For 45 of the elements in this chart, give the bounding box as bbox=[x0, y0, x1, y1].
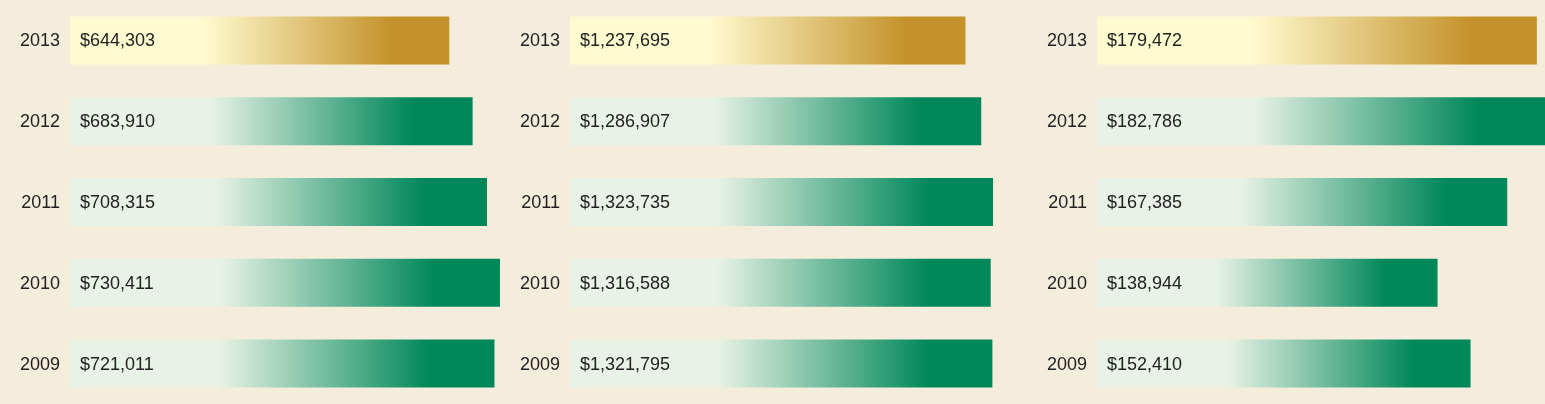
bar bbox=[1097, 258, 1438, 307]
data-label: $1,321,795 bbox=[580, 353, 671, 374]
bar bbox=[70, 339, 495, 388]
bar bbox=[570, 16, 966, 65]
y-tick-label: 2010 bbox=[1046, 272, 1087, 293]
y-tick-label: 2011 bbox=[1048, 192, 1087, 212]
data-label: $182,786 bbox=[1107, 111, 1183, 132]
bar bbox=[570, 97, 982, 146]
y-tick-label: 2009 bbox=[1046, 353, 1087, 374]
bar bbox=[1097, 339, 1471, 388]
data-label: $179,472 bbox=[1107, 30, 1183, 51]
data-label: $1,237,695 bbox=[580, 30, 671, 51]
data-label: $721,011 bbox=[80, 353, 154, 374]
y-tick-label: 2009 bbox=[19, 353, 60, 374]
bar bbox=[1097, 97, 1545, 146]
bar bbox=[570, 178, 993, 226]
data-label: $1,286,907 bbox=[580, 111, 671, 132]
data-label: $708,315 bbox=[80, 192, 156, 212]
y-tick-label: 2010 bbox=[519, 272, 560, 293]
data-label: $167,385 bbox=[1107, 192, 1183, 212]
data-label: $1,323,735 bbox=[580, 192, 671, 212]
y-tick-label: 2013 bbox=[519, 30, 560, 51]
data-label: $138,944 bbox=[1107, 272, 1183, 293]
data-label: $644,303 bbox=[80, 30, 156, 51]
data-label: $730,411 bbox=[80, 272, 154, 293]
data-label: $1,316,588 bbox=[580, 272, 671, 293]
y-tick-label: 2012 bbox=[19, 111, 60, 132]
y-tick-label: 2011 bbox=[21, 192, 60, 212]
bar bbox=[70, 178, 487, 226]
bar bbox=[570, 258, 991, 307]
data-label: $152,410 bbox=[1107, 353, 1183, 374]
y-tick-label: 2011 bbox=[521, 192, 560, 212]
bar bbox=[1097, 16, 1537, 65]
bar bbox=[70, 258, 500, 307]
y-tick-label: 2009 bbox=[519, 353, 560, 374]
data-label: $683,910 bbox=[80, 111, 156, 132]
y-tick-label: 2012 bbox=[1046, 111, 1087, 132]
y-tick-label: 2010 bbox=[19, 272, 60, 293]
bar bbox=[70, 16, 450, 65]
bar bbox=[70, 97, 473, 146]
y-tick-label: 2012 bbox=[519, 111, 560, 132]
bar bbox=[570, 339, 993, 388]
y-tick-label: 2013 bbox=[19, 30, 60, 51]
y-tick-label: 2013 bbox=[1046, 30, 1087, 51]
bar bbox=[1097, 178, 1508, 226]
